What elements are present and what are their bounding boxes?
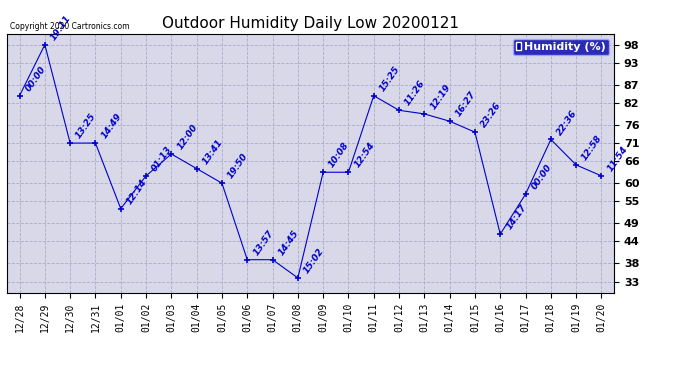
Text: 12:00: 12:00	[175, 123, 199, 151]
Text: 12:54: 12:54	[353, 141, 377, 170]
Text: 15:02: 15:02	[302, 246, 326, 275]
Text: 00:00: 00:00	[530, 163, 553, 191]
Text: 11:26: 11:26	[403, 79, 427, 108]
Title: Outdoor Humidity Daily Low 20200121: Outdoor Humidity Daily Low 20200121	[162, 16, 459, 31]
Text: 00:00: 00:00	[23, 64, 48, 93]
Text: 22:36: 22:36	[555, 108, 579, 136]
Text: Copyright 2020 Cartronics.com: Copyright 2020 Cartronics.com	[10, 22, 130, 31]
Text: 14:17: 14:17	[504, 203, 529, 231]
Text: 12:19: 12:19	[428, 82, 453, 111]
Text: 15:25: 15:25	[378, 64, 402, 93]
Text: 23:26: 23:26	[479, 101, 503, 129]
Text: 19:50: 19:50	[226, 152, 250, 180]
Text: 13:25: 13:25	[75, 112, 98, 140]
Text: 13:41: 13:41	[201, 137, 225, 166]
Text: 16:27: 16:27	[454, 90, 477, 118]
Text: 14:45: 14:45	[277, 228, 301, 257]
Text: 12:14: 12:14	[125, 177, 149, 206]
Text: 01:13: 01:13	[150, 144, 174, 173]
Text: 11:54: 11:54	[606, 144, 629, 173]
Text: 19:11: 19:11	[49, 13, 73, 42]
Legend: Humidity (%): Humidity (%)	[513, 39, 609, 55]
Text: 13:57: 13:57	[251, 228, 275, 257]
Text: 10:08: 10:08	[327, 141, 351, 170]
Text: 12:58: 12:58	[580, 134, 604, 162]
Text: 14:49: 14:49	[99, 112, 124, 140]
